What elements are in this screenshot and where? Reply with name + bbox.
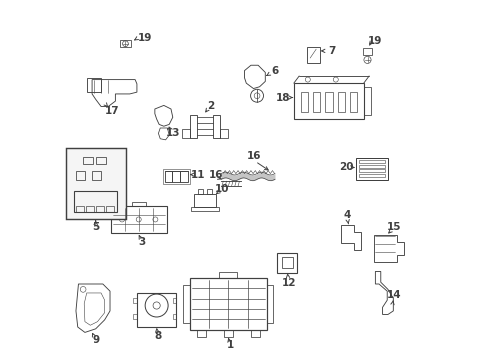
Text: 3: 3	[139, 237, 145, 247]
Text: 2: 2	[206, 100, 214, 111]
Bar	[133, 298, 137, 303]
Text: 20: 20	[339, 162, 353, 172]
Bar	[189, 278, 266, 330]
Text: 16: 16	[247, 150, 261, 161]
Bar	[172, 298, 176, 303]
Bar	[65, 148, 125, 220]
Bar	[293, 83, 363, 119]
Text: 14: 14	[386, 290, 401, 300]
Text: 19: 19	[138, 33, 152, 43]
Bar	[83, 157, 93, 164]
Bar	[355, 158, 387, 180]
Bar	[76, 206, 83, 212]
Text: 5: 5	[92, 222, 99, 232]
Bar	[312, 92, 320, 112]
Bar	[172, 171, 180, 182]
Bar	[198, 189, 203, 194]
Text: 6: 6	[271, 66, 278, 76]
Bar	[86, 206, 94, 212]
Bar	[190, 207, 219, 211]
Bar	[277, 253, 297, 273]
Bar	[281, 257, 293, 268]
Text: 19: 19	[367, 36, 382, 46]
Text: 17: 17	[104, 106, 119, 116]
Bar	[223, 330, 233, 337]
Bar	[111, 206, 166, 233]
Text: 4: 4	[342, 210, 350, 220]
Bar	[172, 314, 176, 319]
Bar	[133, 314, 137, 319]
Text: 15: 15	[386, 222, 401, 232]
Bar	[164, 171, 172, 182]
Bar	[306, 46, 319, 63]
Text: 13: 13	[165, 129, 180, 138]
Text: 12: 12	[281, 278, 295, 288]
Bar	[363, 48, 371, 55]
Bar	[194, 194, 215, 207]
Bar	[358, 165, 384, 167]
Bar	[163, 169, 189, 184]
Text: 10: 10	[215, 184, 229, 194]
Bar	[196, 330, 205, 337]
Text: 18: 18	[275, 93, 290, 103]
Bar	[106, 206, 114, 212]
Text: 1: 1	[226, 340, 233, 350]
Bar	[206, 189, 212, 194]
Bar	[358, 160, 384, 163]
Bar	[96, 206, 104, 212]
Text: 11: 11	[190, 170, 204, 180]
Bar	[76, 171, 85, 180]
Bar	[250, 330, 260, 337]
Bar	[363, 87, 370, 116]
Text: 7: 7	[328, 46, 335, 56]
Text: 16: 16	[208, 170, 223, 180]
Bar	[325, 92, 332, 112]
Bar	[219, 273, 237, 278]
Text: 9: 9	[92, 335, 99, 345]
Bar	[358, 174, 384, 177]
Bar	[74, 191, 117, 212]
Bar	[131, 202, 145, 206]
Bar	[337, 92, 344, 112]
Bar	[358, 170, 384, 172]
Bar	[301, 92, 307, 112]
Text: 8: 8	[154, 331, 161, 341]
Bar	[92, 171, 101, 180]
Bar	[349, 92, 356, 112]
Bar	[189, 114, 197, 138]
Bar	[96, 157, 105, 164]
Bar	[213, 114, 220, 138]
Bar	[120, 40, 131, 47]
Bar	[87, 78, 101, 92]
Bar	[180, 171, 187, 182]
Bar	[137, 293, 176, 327]
